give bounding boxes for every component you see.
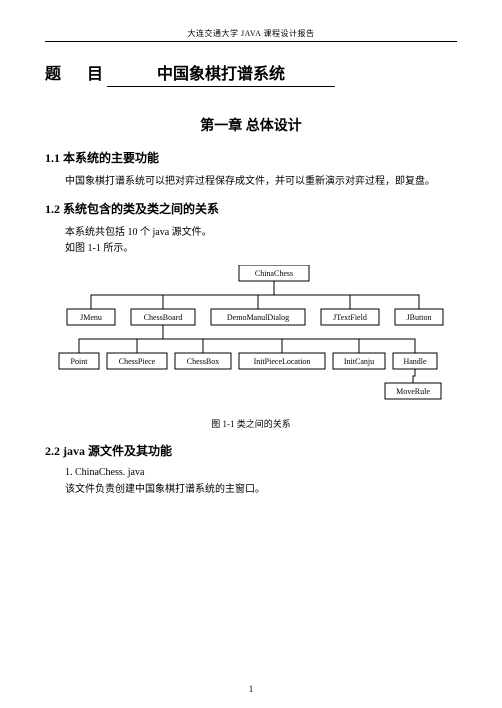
para-1-2b: 如图 1-1 所示。 [45,241,457,257]
svg-text:ChessPiece: ChessPiece [119,357,156,366]
title-label-1: 题 [45,66,61,83]
document-page: 大连交通大学 JAVA 课程设计报告 题目 中国象棋打谱系统 第一章 总体设计 … [0,0,502,708]
para-1-2a: 本系统共包括 10 个 java 源文件。 [45,225,457,241]
para-1-1: 中国象棋打谱系统可以把对弈过程保存成文件，并可以重新演示对弈过程，即复盘。 [45,174,457,190]
title-row: 题 目 中国象棋打谱系统 [45,60,457,87]
svg-text:ChessBoard: ChessBoard [144,313,183,322]
page-number: 1 [0,684,502,694]
svg-text:JButton: JButton [407,313,432,322]
svg-text:Handle: Handle [403,357,427,366]
class-diagram: ChinaChess JMenu ChessBoard DemoManulDialog… [45,265,457,405]
svg-text:InitCanju: InitCanju [344,357,374,366]
section-1-2: 1.2 系统包含的类及类之间的关系 [45,200,457,217]
sub-item-1-desc: 该文件负责创建中国象棋打谱系统的主窗口。 [45,482,457,498]
figure-caption: 图 1-1 类之间的关系 [45,417,457,430]
header-rule [45,41,457,42]
sub-item-1: 1. ChinaChess. java [65,467,457,478]
svg-text:Point: Point [71,357,89,366]
page-header: 大连交通大学 JAVA 课程设计报告 [45,28,457,39]
section-2-2: 2.2 java 源文件及其功能 [45,442,457,459]
diagram-svg: ChinaChess JMenu ChessBoard DemoManulDialog… [49,265,453,405]
svg-text:JMenu: JMenu [80,313,102,322]
section-1-1: 1.1 本系统的主要功能 [45,149,457,166]
chapter-heading: 第一章 总体设计 [45,115,457,135]
svg-text:ChessBox: ChessBox [187,357,219,366]
svg-text:MoveRule: MoveRule [396,387,430,396]
svg-text:InitPieceLocation: InitPieceLocation [254,357,311,366]
svg-text:ChinaChess: ChinaChess [255,269,293,278]
svg-text:JTextField: JTextField [333,313,367,322]
title-value: 中国象棋打谱系统 [107,60,335,87]
title-label-2: 目 [87,66,103,83]
svg-text:DemoManulDialog: DemoManulDialog [227,313,289,322]
